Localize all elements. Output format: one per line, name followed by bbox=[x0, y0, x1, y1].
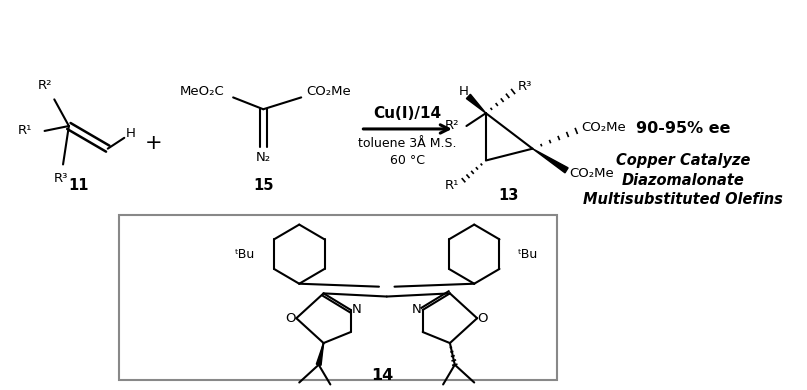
Text: H: H bbox=[458, 85, 468, 98]
Text: CO₂Me: CO₂Me bbox=[581, 121, 626, 135]
Text: 60 °C: 60 °C bbox=[390, 154, 425, 167]
Text: R¹: R¹ bbox=[445, 179, 458, 191]
Text: CO₂Me: CO₂Me bbox=[570, 167, 614, 180]
Text: 13: 13 bbox=[498, 188, 518, 202]
Text: ᵗBu: ᵗBu bbox=[236, 248, 256, 261]
Text: O: O bbox=[285, 312, 295, 325]
Text: N₂: N₂ bbox=[256, 151, 271, 164]
Text: N: N bbox=[412, 303, 422, 316]
Bar bbox=[119, 215, 557, 380]
Text: MeO₂C: MeO₂C bbox=[180, 85, 224, 98]
Text: Cu(I)/14: Cu(I)/14 bbox=[374, 106, 441, 121]
Text: R²: R² bbox=[37, 79, 52, 92]
Polygon shape bbox=[533, 149, 568, 173]
Text: Copper Catalyze: Copper Catalyze bbox=[616, 153, 751, 168]
Text: H: H bbox=[126, 128, 136, 140]
Text: R³: R³ bbox=[54, 172, 69, 185]
Text: O: O bbox=[478, 312, 488, 325]
Text: 90-95% ee: 90-95% ee bbox=[636, 121, 730, 136]
Text: 15: 15 bbox=[253, 177, 274, 193]
Text: ᵗBu: ᵗBu bbox=[518, 248, 538, 261]
Text: 14: 14 bbox=[370, 368, 393, 383]
Polygon shape bbox=[316, 343, 324, 365]
Text: CO₂Me: CO₂Me bbox=[306, 85, 351, 98]
Text: +: + bbox=[144, 133, 162, 153]
Polygon shape bbox=[466, 94, 486, 113]
Text: Diazomalonate: Diazomalonate bbox=[622, 173, 745, 188]
Text: 11: 11 bbox=[69, 177, 89, 193]
Text: R¹: R¹ bbox=[18, 124, 32, 137]
Text: N: N bbox=[352, 303, 362, 316]
Text: toluene 3Å M.S.: toluene 3Å M.S. bbox=[358, 137, 457, 150]
Text: R²: R² bbox=[445, 119, 460, 133]
Text: Multisubstituted Olefins: Multisubstituted Olefins bbox=[583, 192, 783, 207]
Text: R³: R³ bbox=[518, 80, 533, 93]
